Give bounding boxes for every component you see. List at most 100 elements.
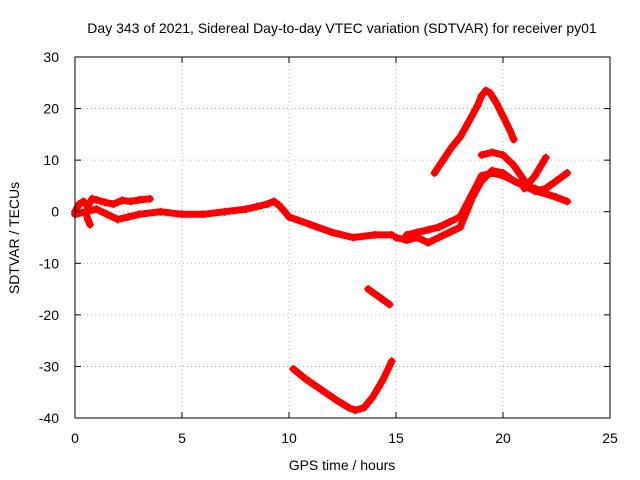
x-tick-label: 5 bbox=[178, 430, 186, 446]
data-point bbox=[351, 406, 360, 415]
series-arc-2 bbox=[71, 197, 396, 242]
x-tick-label: 10 bbox=[281, 430, 297, 446]
data-point bbox=[466, 192, 475, 201]
data-point bbox=[118, 196, 127, 205]
data-point bbox=[332, 395, 341, 404]
y-tick-label: 30 bbox=[43, 49, 59, 65]
data-point bbox=[126, 197, 135, 206]
data-point bbox=[434, 223, 443, 232]
data-point bbox=[306, 220, 315, 229]
chart-title: Day 343 of 2021, Sidereal Day-to-day VTE… bbox=[87, 20, 597, 36]
series-track bbox=[289, 357, 396, 414]
data-point bbox=[392, 233, 400, 242]
y-tick-label: -40 bbox=[39, 410, 59, 426]
series-arc-9 bbox=[477, 148, 572, 196]
data-point bbox=[113, 215, 122, 224]
data-point bbox=[439, 156, 448, 165]
data-point bbox=[402, 230, 411, 239]
data-point bbox=[364, 285, 373, 294]
data-point bbox=[486, 89, 495, 98]
data-point bbox=[92, 205, 101, 214]
data-point bbox=[552, 176, 561, 185]
data-point bbox=[100, 198, 109, 207]
data-point bbox=[276, 202, 285, 211]
data-point bbox=[430, 169, 439, 178]
data-point bbox=[88, 194, 97, 203]
data-point bbox=[199, 210, 208, 219]
data-point bbox=[83, 215, 92, 224]
data-point bbox=[445, 218, 454, 227]
data-point bbox=[492, 99, 501, 108]
data-point bbox=[499, 150, 507, 159]
data-point bbox=[103, 210, 112, 219]
data-point bbox=[499, 171, 507, 180]
data-point bbox=[464, 117, 473, 126]
data-point bbox=[285, 212, 293, 221]
data-point bbox=[447, 143, 456, 152]
data-point bbox=[445, 228, 454, 237]
data-point bbox=[509, 176, 518, 185]
series-arc-5 bbox=[364, 285, 394, 309]
x-tick-label: 0 bbox=[71, 430, 79, 446]
y-tick-label: -30 bbox=[39, 358, 59, 374]
series-track bbox=[71, 197, 396, 241]
data-point bbox=[387, 357, 396, 366]
data-point bbox=[499, 112, 507, 121]
x-tick-label: 25 bbox=[602, 430, 618, 446]
data-point bbox=[531, 187, 540, 196]
x-tick-label: 20 bbox=[495, 430, 511, 446]
x-axis-label: GPS time / hours bbox=[289, 457, 396, 473]
data-point bbox=[477, 91, 486, 100]
data-point bbox=[327, 228, 336, 237]
axis-ticks: 0 5 10 15 20 25 -40 -30 -20 -10 0 10 20 30 bbox=[39, 49, 618, 446]
data-point bbox=[531, 171, 540, 180]
data-point bbox=[302, 375, 311, 384]
data-point bbox=[456, 223, 465, 232]
data-point bbox=[263, 199, 272, 208]
data-point bbox=[477, 150, 486, 159]
data-point bbox=[81, 207, 90, 216]
data-point bbox=[413, 228, 422, 237]
data-point bbox=[220, 207, 229, 216]
data-point bbox=[145, 194, 154, 203]
data-point bbox=[242, 205, 251, 214]
data-point bbox=[541, 184, 550, 193]
data-point bbox=[135, 210, 144, 219]
data-point bbox=[370, 230, 379, 239]
data-point bbox=[156, 207, 165, 216]
data-point bbox=[434, 233, 443, 242]
data-point bbox=[109, 199, 118, 208]
y-axis-label: SDTVAR / TECUs bbox=[6, 182, 22, 294]
data-point bbox=[424, 225, 433, 234]
y-tick-label: 10 bbox=[43, 152, 59, 168]
data-point bbox=[456, 212, 465, 221]
data-point bbox=[379, 375, 388, 384]
data-point bbox=[541, 153, 550, 162]
data-point bbox=[374, 292, 383, 301]
y-tick-label: -20 bbox=[39, 307, 59, 323]
data-point bbox=[473, 101, 482, 110]
data-point bbox=[317, 385, 326, 394]
data-point bbox=[563, 169, 572, 178]
y-tick-label: -10 bbox=[39, 255, 59, 271]
data-point bbox=[563, 197, 572, 206]
y-tick-label: 20 bbox=[43, 101, 59, 117]
data-point bbox=[75, 199, 84, 208]
data-point bbox=[85, 220, 94, 229]
data-point bbox=[289, 365, 298, 374]
data-point bbox=[520, 184, 529, 193]
plot-border bbox=[74, 56, 611, 419]
data-point bbox=[270, 197, 279, 206]
data-point bbox=[509, 161, 518, 170]
series-arc-10 bbox=[520, 153, 550, 193]
data-points bbox=[71, 86, 572, 415]
data-point bbox=[135, 195, 144, 204]
data-point bbox=[456, 132, 465, 141]
data-point bbox=[359, 403, 368, 412]
series-arc-3 bbox=[81, 207, 94, 229]
data-point bbox=[252, 202, 261, 211]
data-point bbox=[385, 300, 394, 309]
data-point bbox=[349, 233, 358, 242]
